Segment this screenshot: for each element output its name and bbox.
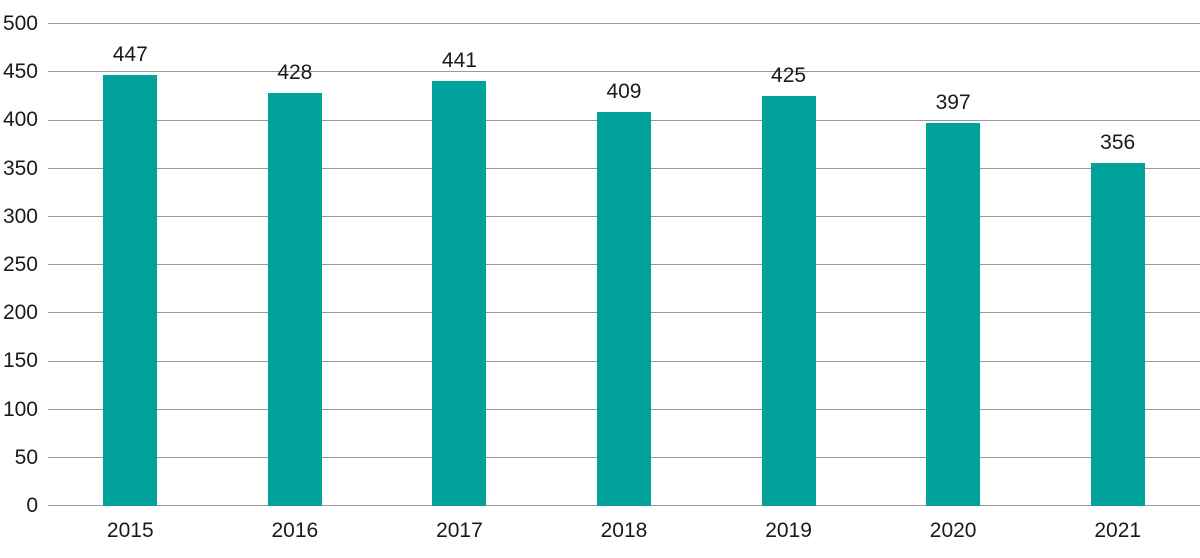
bar-2019 (761, 96, 816, 506)
y-tick-label: 0 (26, 494, 38, 517)
y-tick-label: 450 (2, 60, 38, 84)
y-tick-label: 50 (14, 445, 38, 469)
bar-value-label: 356 (1100, 130, 1136, 154)
bar-value-label: 428 (277, 61, 313, 85)
gridline-y-500 (48, 23, 1200, 25)
y-tick-label: 300 (2, 204, 38, 228)
bar-2016 (267, 93, 322, 506)
y-tick-label: 100 (2, 397, 38, 421)
plot-area: 447 428 441 409 425 397 356 (48, 23, 1200, 507)
y-tick-label: 400 (2, 108, 38, 132)
bar-value-label: 397 (935, 91, 971, 115)
y-tick-label: 150 (2, 349, 38, 373)
y-tick-label: 350 (2, 156, 38, 180)
bar-value-label: 447 (112, 43, 148, 67)
x-tick-label-2021: 2021 (1094, 519, 1142, 542)
x-tick-label-2020: 2020 (929, 519, 977, 542)
x-tick-label-2018: 2018 (600, 519, 648, 542)
y-tick-label: 500 (2, 12, 38, 35)
bar-2021 (1090, 162, 1145, 506)
bar-2015 (103, 75, 158, 506)
bar-2020 (926, 123, 981, 506)
x-tick-label-2015: 2015 (106, 519, 154, 542)
bar-2017 (432, 80, 487, 506)
y-tick-label: 200 (2, 301, 38, 325)
x-tick-label-2016: 2016 (271, 519, 319, 542)
y-tick-label: 250 (2, 253, 38, 276)
bar-value-label: 425 (771, 64, 807, 88)
bar-value-label: 409 (606, 79, 642, 103)
gridline-y-450 (48, 71, 1200, 73)
bar-value-label: 441 (441, 48, 477, 72)
bar-2018 (597, 111, 651, 506)
x-tick-label-2019: 2019 (765, 519, 812, 542)
x-tick-label-2017: 2017 (436, 519, 483, 542)
